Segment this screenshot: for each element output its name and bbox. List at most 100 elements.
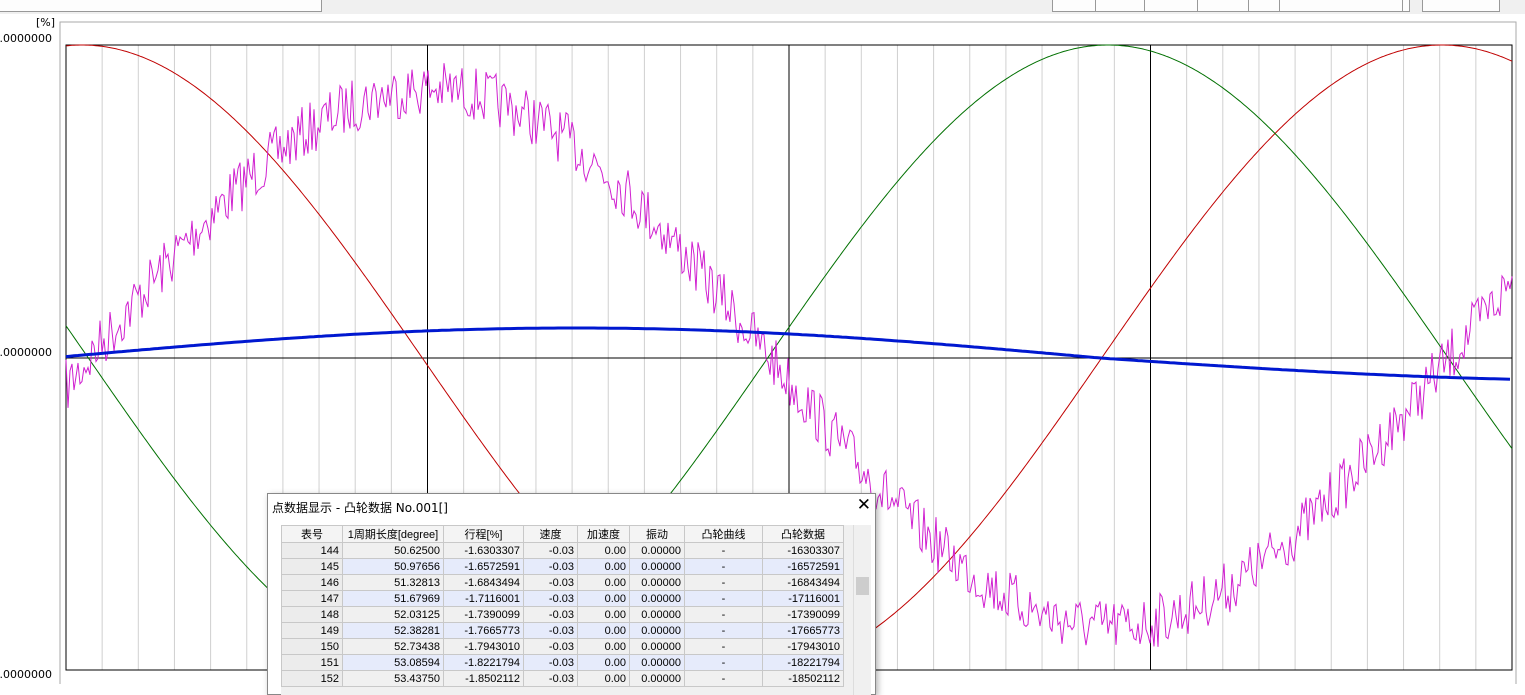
column-header[interactable]: 行程[%] [443, 525, 524, 543]
table-cell: 144 [281, 542, 343, 559]
table-cell: -17943010 [762, 638, 844, 655]
table-cell: - [684, 638, 763, 655]
table-cell: 148 [281, 606, 343, 623]
table-row[interactable]: 148 52.03125 -1.7390099 -0.03 0.00 0.00000- -1… [281, 606, 844, 623]
table-cell: -0.03 [523, 590, 578, 607]
data-table: 表号 1周期长度[degree] 行程[%] 速度 加速度 振动 凸轮曲线 凸轮数据 144 50… [281, 525, 844, 687]
table-cell: 0.00 [577, 622, 630, 639]
table-row[interactable]: 150 52.73438 -1.7943010 -0.03 0.00 0.00000- -1… [281, 638, 844, 655]
table-cell: -18221794 [762, 654, 844, 671]
table-cell: - [684, 590, 763, 607]
toolbar-group [0, 0, 322, 12]
table-cell: -16843494 [762, 574, 844, 591]
table-cell: 53.43750 [342, 670, 444, 687]
dialog-title: 点数据显示 - 凸轮数据 No.001[] [272, 501, 448, 515]
table-cell: 145 [281, 558, 343, 575]
column-header[interactable]: 凸轮数据 [762, 525, 844, 543]
column-header[interactable]: 加速度 [577, 525, 630, 543]
button[interactable] [1279, 0, 1403, 12]
table-cell: -0.03 [523, 558, 578, 575]
table-cell: 0.00 [577, 606, 630, 623]
table-cell: -17116001 [762, 590, 844, 607]
column-header[interactable]: 振动 [629, 525, 685, 543]
table-cell: -0.03 [523, 622, 578, 639]
table-cell: -16303307 [762, 542, 844, 559]
table-cell: -16572591 [762, 558, 844, 575]
table-cell: -0.03 [523, 606, 578, 623]
scrollbar[interactable] [853, 525, 871, 695]
table-cell: 0.00000 [629, 670, 685, 687]
table-cell: -1.7665773 [443, 622, 524, 639]
table-area: 表号 1周期长度[degree] 行程[%] 速度 加速度 振动 凸轮曲线 凸轮数据 144 50… [281, 525, 871, 695]
scroll-thumb[interactable] [856, 577, 869, 595]
table-cell: 0.00 [577, 574, 630, 591]
table-row[interactable]: 144 50.62500 -1.6303307 -0.03 0.00 0.00000- -1… [281, 542, 844, 559]
column-header[interactable]: 凸轮曲线 [684, 525, 763, 543]
table-cell: 52.03125 [342, 606, 444, 623]
table-cell: -1.7943010 [443, 638, 524, 655]
table-row[interactable]: 152 53.43750 -1.8502112 -0.03 0.00 0.00000- -1… [281, 670, 844, 687]
table-cell: 0.00000 [629, 606, 685, 623]
toolbar [0, 0, 1525, 14]
table-cell: - [684, 542, 763, 559]
column-header[interactable]: 速度 [523, 525, 578, 543]
table-cell: 0.00 [577, 670, 630, 687]
table-cell: - [684, 654, 763, 671]
table-cell: -17390099 [762, 606, 844, 623]
table-cell: 0.00000 [629, 574, 685, 591]
table-cell: 150 [281, 638, 343, 655]
table-row[interactable]: 146 51.32813 -1.6843494 -0.03 0.00 0.00000- -1… [281, 574, 844, 591]
table-row[interactable]: 147 51.67969 -1.7116001 -0.03 0.00 0.00000- -1… [281, 590, 844, 607]
button[interactable] [1422, 0, 1500, 12]
magenta-curve [65, 63, 1513, 647]
y-label: 0.0000000 [0, 32, 52, 45]
spin-box[interactable] [1197, 0, 1249, 12]
close-button[interactable]: ✕ [856, 495, 871, 515]
table-cell: -0.03 [523, 542, 578, 559]
table-cell: 50.62500 [342, 542, 444, 559]
table-cell: 0.00000 [629, 638, 685, 655]
table-cell: 0.00 [577, 558, 630, 575]
table-row[interactable]: 151 53.08594 -1.8221794 -0.03 0.00 0.00000- -1… [281, 654, 844, 671]
table-cell: -1.7116001 [443, 590, 524, 607]
table-cell: 51.32813 [342, 574, 444, 591]
table-cell: -0.03 [523, 654, 578, 671]
table-cell: - [684, 574, 763, 591]
table-cell: 52.38281 [342, 622, 444, 639]
table-cell: 50.97656 [342, 558, 444, 575]
table-cell: 0.00 [577, 590, 630, 607]
table-cell: 0.00000 [629, 590, 685, 607]
table-cell: 0.00 [577, 654, 630, 671]
table-cell: -0.03 [523, 670, 578, 687]
table-cell: 147 [281, 590, 343, 607]
table-cell: -1.8502112 [443, 670, 524, 687]
column-header[interactable]: 1周期长度[degree] [342, 525, 444, 543]
table-cell: 0.00000 [629, 558, 685, 575]
header-row: 表号 1周期长度[degree] 行程[%] 速度 加速度 振动 凸轮曲线 凸轮数据 [281, 525, 844, 543]
table-cell: -1.8221794 [443, 654, 524, 671]
y-label: 0.0000000 [0, 668, 52, 681]
unit-label: [%] [36, 16, 55, 29]
spin-box[interactable] [1095, 0, 1145, 12]
column-header[interactable]: 表号 [281, 525, 343, 543]
table-cell: 0.00 [577, 638, 630, 655]
table-cell: 146 [281, 574, 343, 591]
table-row[interactable]: 145 50.97656 -1.6572591 -0.03 0.00 0.00000- -1… [281, 558, 844, 575]
table-cell: - [684, 558, 763, 575]
table-cell: - [684, 606, 763, 623]
table-cell: 52.73438 [342, 638, 444, 655]
table-cell: -0.03 [523, 574, 578, 591]
point-data-dialog: 点数据显示 - 凸轮数据 No.001[] ✕ 表号 1周期长度[degree] 行… [267, 493, 876, 695]
table-cell: 152 [281, 670, 343, 687]
table-cell: -1.6572591 [443, 558, 524, 575]
table-cell: 51.67969 [342, 590, 444, 607]
table-cell: 149 [281, 622, 343, 639]
table-cell: -1.6303307 [443, 542, 524, 559]
table-cell: -17665773 [762, 622, 844, 639]
table-cell: -1.7390099 [443, 606, 524, 623]
table-row[interactable]: 149 52.38281 -1.7665773 -0.03 0.00 0.00000- -1… [281, 622, 844, 639]
table-cell: 151 [281, 654, 343, 671]
blue-curve [65, 326, 1511, 381]
table-cell: - [684, 622, 763, 639]
